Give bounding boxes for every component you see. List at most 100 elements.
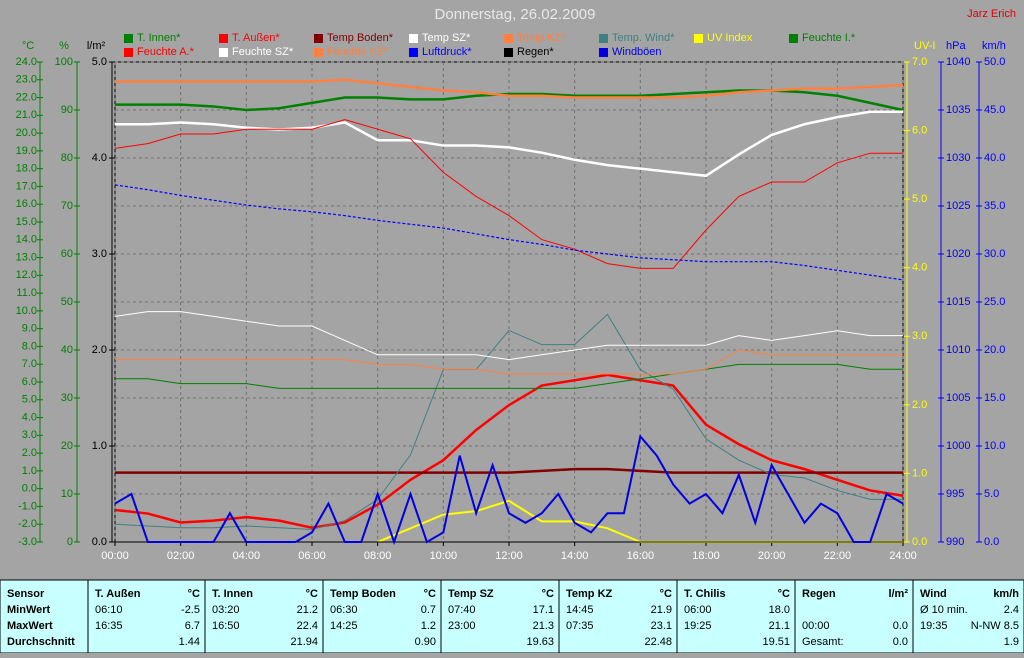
cell-time: 00:00 (802, 620, 830, 632)
y-tick-label: 30 (61, 392, 73, 404)
y-tick-label: 5.0 (22, 394, 37, 406)
column-name: Wind (920, 588, 947, 600)
cell-value: 0.7 (421, 604, 436, 616)
legend-swatch (599, 48, 608, 57)
y-tick-label: -1.0 (18, 500, 37, 512)
axis-title: hPa (946, 40, 966, 52)
y-tick-label: 11.0 (16, 287, 37, 299)
cell-value: 22.4 (297, 620, 318, 632)
y-tick-label: 35.0 (984, 200, 1005, 212)
x-tick-label: 18:00 (692, 550, 720, 562)
y-tick-label: 10.0 (16, 305, 37, 317)
column-unit: °C (542, 588, 554, 600)
x-tick-label: 04:00 (233, 550, 261, 562)
y-tick-label: 10 (61, 488, 73, 500)
axis-title: UV-I (914, 40, 935, 52)
row-label: Durchschnitt (7, 636, 75, 648)
cell-value: 6.7 (185, 620, 200, 632)
cell-value: 0.90 (415, 636, 436, 648)
cell-value: 23.1 (651, 620, 672, 632)
y-tick-label: 995 (946, 488, 964, 500)
legend-swatch (314, 34, 323, 43)
row-label: MinWert (7, 604, 51, 616)
y-tick-label: 0.0 (92, 536, 107, 548)
column-name: Temp KZ (566, 588, 613, 600)
y-tick-label: 7.0 (22, 358, 37, 370)
y-tick-label: 3.0 (912, 330, 927, 342)
y-tick-label: 16.0 (16, 198, 37, 210)
y-tick-label: 14.0 (16, 234, 37, 246)
cell-time: 14:25 (330, 620, 358, 632)
y-tick-label: 1030 (946, 152, 970, 164)
cell-value: 2.4 (1004, 604, 1019, 616)
column-unit: °C (306, 588, 318, 600)
y-tick-label: 1015 (946, 296, 970, 308)
legend-swatch (219, 48, 228, 57)
cell-time: Gesamt: (802, 636, 844, 648)
author: Jarz Erich (967, 8, 1016, 20)
x-tick-label: 10:00 (430, 550, 458, 562)
legend-swatch (409, 34, 418, 43)
row-label: MaxWert (7, 620, 53, 632)
y-tick-label: 0.0 (984, 536, 999, 548)
y-tick-label: 3.0 (22, 429, 37, 441)
y-tick-label: 2.0 (92, 344, 107, 356)
legend-label: Regen* (517, 46, 554, 58)
y-tick-label: 10.0 (984, 440, 1005, 452)
chart-title: Donnerstag, 26.02.2009 (435, 6, 596, 23)
legend-label: T. Innen* (137, 32, 181, 44)
y-tick-label: 1025 (946, 200, 970, 212)
y-tick-label: 18.0 (16, 163, 37, 175)
y-tick-label: 100 (55, 56, 73, 68)
y-tick-label: 20.0 (16, 127, 37, 139)
y-tick-label: 60 (61, 248, 73, 260)
y-tick-label: 2.0 (912, 399, 927, 411)
stats-table (0, 579, 1024, 654)
y-tick-label: -3.0 (18, 536, 37, 548)
y-tick-label: 50 (61, 296, 73, 308)
y-tick-label: 1035 (946, 104, 970, 116)
cell-value: N-NW 8.5 (971, 620, 1019, 632)
legend-swatch (314, 48, 323, 57)
y-tick-label: 25.0 (984, 296, 1005, 308)
legend-label: Windböen (612, 46, 662, 58)
y-tick-label: 22.0 (16, 91, 37, 103)
y-tick-label: 15.0 (16, 216, 37, 228)
legend-swatch (789, 34, 798, 43)
y-tick-label: 0.0 (912, 536, 927, 548)
cell-time: 07:40 (448, 604, 476, 616)
y-tick-label: 13.0 (16, 251, 37, 263)
table-header: Sensor (7, 588, 45, 600)
y-tick-label: 50.0 (984, 56, 1005, 68)
series-line (114, 311, 903, 361)
axis-title: km/h (982, 40, 1006, 52)
cell-time: 16:50 (212, 620, 240, 632)
y-tick-label: 1020 (946, 248, 970, 260)
y-tick-label: 5.0 (912, 193, 927, 205)
column-unit: km/h (993, 588, 1019, 600)
cell-time: 07:35 (566, 620, 594, 632)
cell-time: 06:30 (330, 604, 358, 616)
x-tick-label: 16:00 (627, 550, 655, 562)
column-name: T. Chilis (684, 588, 726, 600)
y-tick-label: 70 (61, 200, 73, 212)
x-tick-label: 00:00 (101, 550, 129, 562)
legend-label: T. Außen* (232, 32, 280, 44)
y-tick-label: 9.0 (22, 323, 37, 335)
y-tick-label: 80 (61, 152, 73, 164)
cell-value: 19.63 (526, 636, 554, 648)
cell-time: 06:10 (95, 604, 123, 616)
axis-title: % (59, 40, 69, 52)
cell-value: -2.5 (181, 604, 200, 616)
cell-time: 23:00 (448, 620, 476, 632)
legend-swatch (219, 34, 228, 43)
cell-time: 16:35 (95, 620, 123, 632)
y-tick-label: 6.0 (22, 376, 37, 388)
cell-value: 17.1 (533, 604, 554, 616)
legend-label: Feuchte KZ* (327, 46, 389, 58)
series-line (115, 467, 903, 474)
column-unit: °C (660, 588, 672, 600)
axis-title: l/m² (87, 40, 106, 52)
column-name: Regen (802, 588, 836, 600)
series-line (115, 110, 903, 178)
